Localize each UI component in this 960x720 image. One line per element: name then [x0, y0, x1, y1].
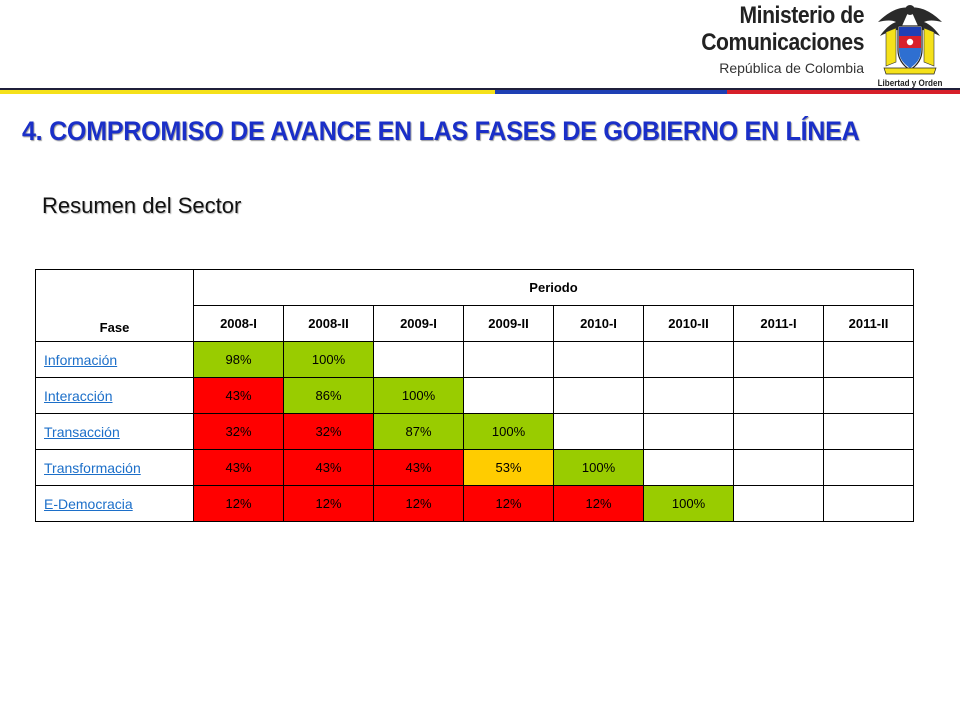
- coat-of-arms-logo: Libertad y Orden: [872, 2, 948, 88]
- progress-cell: 12%: [463, 485, 554, 522]
- progress-cell: 32%: [193, 413, 284, 450]
- progress-cell: 12%: [373, 485, 464, 522]
- empty-cell: [553, 413, 644, 450]
- progress-cell: 43%: [193, 449, 284, 486]
- table-row: Información 98% 100%: [35, 341, 914, 378]
- crest-motto: Libertad y Orden: [877, 78, 943, 88]
- empty-cell: [823, 341, 914, 378]
- empty-cell: [733, 413, 824, 450]
- phase-link[interactable]: Interacción: [44, 387, 113, 404]
- phase-link[interactable]: E-Democracia: [44, 495, 133, 512]
- phase-link[interactable]: Información: [44, 351, 118, 368]
- table-body: Información 98% 100% Interacción 43% 86% 100% T…: [35, 341, 914, 522]
- period-header-row: 2008-I 2008-II 2009-I 2009-II 2010-I 2010-II 2…: [36, 305, 914, 342]
- progress-cell: 87%: [373, 413, 464, 450]
- empty-cell: [643, 413, 734, 450]
- progress-cell: 43%: [283, 449, 374, 486]
- table-header-row: Fase Periodo: [35, 269, 914, 342]
- flag-bar-blue: [495, 88, 727, 94]
- empty-cell: [823, 413, 914, 450]
- phase-link[interactable]: Transformación: [44, 459, 141, 476]
- flag-bar-red: [727, 88, 960, 94]
- periodo-header: Periodo: [193, 269, 914, 306]
- table-row: Transformación 43% 43% 43% 53% 100%: [35, 449, 914, 486]
- empty-cell: [643, 377, 734, 414]
- ministry-header: Ministerio de Comunicaciones República d…: [679, 2, 864, 76]
- phase-progress-table: Fase Periodo 2008-I 2008-II 2009-I 2009-II 2…: [35, 269, 914, 522]
- condor-shield-icon: [878, 5, 942, 75]
- period-header-2008-i: 2008-I: [193, 305, 284, 342]
- progress-cell: 100%: [553, 449, 644, 486]
- empty-cell: [373, 341, 464, 378]
- progress-cell: 86%: [283, 377, 374, 414]
- flag-color-bar: [0, 88, 960, 94]
- progress-cell: 12%: [283, 485, 374, 522]
- progress-cell: 43%: [373, 449, 464, 486]
- ministry-name-line1: Ministerio de: [739, 2, 864, 29]
- section-subtitle: Resumen del Sector: [42, 193, 242, 218]
- progress-cell: 12%: [553, 485, 644, 522]
- progress-cell: 53%: [463, 449, 554, 486]
- empty-cell: [823, 485, 914, 522]
- period-header-2011-ii: 2011-II: [823, 305, 914, 342]
- progress-cell: 100%: [283, 341, 374, 378]
- period-header-2008-ii: 2008-II: [283, 305, 374, 342]
- empty-cell: [733, 485, 824, 522]
- page-title: 4. COMPROMISO DE AVANCE EN LAS FASES DE …: [22, 116, 860, 146]
- phase-cell: E-Democracia: [35, 485, 194, 522]
- table-row: Interacción 43% 86% 100%: [35, 377, 914, 414]
- progress-cell: 12%: [193, 485, 284, 522]
- phase-cell: Transformación: [35, 449, 194, 486]
- empty-cell: [553, 341, 644, 378]
- empty-cell: [733, 449, 824, 486]
- flag-bar-yellow: [0, 88, 495, 94]
- empty-cell: [823, 377, 914, 414]
- empty-cell: [463, 377, 554, 414]
- empty-cell: [643, 341, 734, 378]
- empty-cell: [823, 449, 914, 486]
- empty-cell: [733, 341, 824, 378]
- empty-cell: [463, 341, 554, 378]
- header-rule: [0, 88, 960, 90]
- progress-cell: 43%: [193, 377, 284, 414]
- empty-cell: [553, 377, 644, 414]
- period-header-2010-i: 2010-I: [553, 305, 644, 342]
- country-name: República de Colombia: [719, 60, 864, 76]
- empty-cell: [643, 449, 734, 486]
- ministry-name-line2: Comunicaciones: [701, 29, 864, 56]
- period-header-2010-ii: 2010-II: [643, 305, 734, 342]
- phase-cell: Transacción: [35, 413, 194, 450]
- progress-cell: 98%: [193, 341, 284, 378]
- progress-cell: 100%: [463, 413, 554, 450]
- period-header-2009-ii: 2009-II: [463, 305, 554, 342]
- period-header-2011-i: 2011-I: [733, 305, 824, 342]
- progress-cell: 100%: [373, 377, 464, 414]
- progress-cell: 100%: [643, 485, 734, 522]
- phase-cell: Información: [35, 341, 194, 378]
- table-row: E-Democracia 12% 12% 12% 12% 12% 100%: [35, 485, 914, 522]
- table-row: Transacción 32% 32% 87% 100%: [35, 413, 914, 450]
- empty-cell: [733, 377, 824, 414]
- period-header-2009-i: 2009-I: [373, 305, 464, 342]
- fase-column-header: Fase: [35, 269, 194, 342]
- phase-cell: Interacción: [35, 377, 194, 414]
- phase-link[interactable]: Transacción: [44, 423, 120, 440]
- progress-cell: 32%: [283, 413, 374, 450]
